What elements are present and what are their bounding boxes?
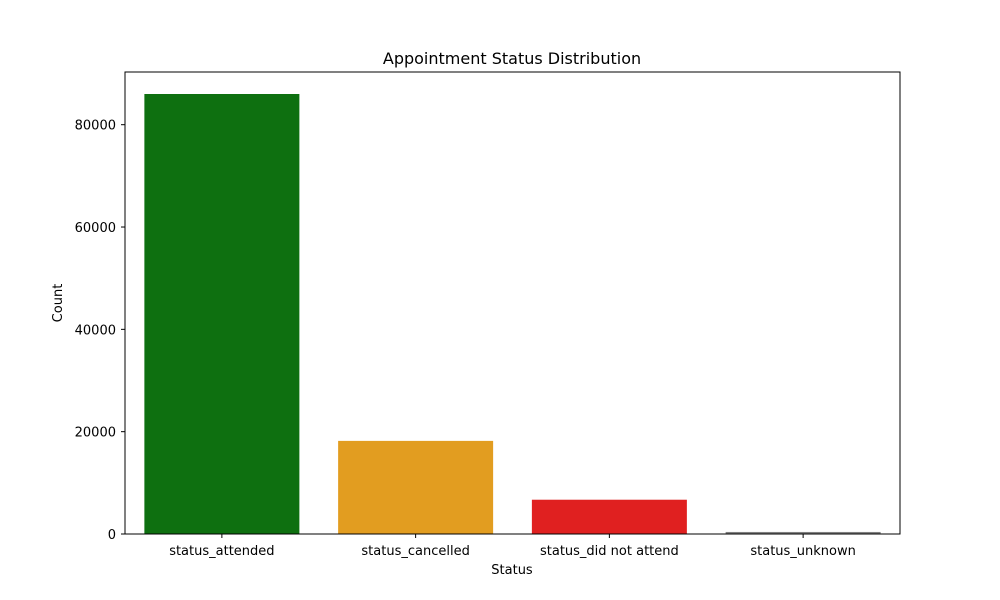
x-ticks-group: status_attended status_cancelled status_di… xyxy=(169,534,856,559)
y-tick-label: 60000 xyxy=(75,221,116,236)
bars-group xyxy=(144,94,881,534)
y-tick-label: 80000 xyxy=(75,119,116,134)
x-tick-label: status_did not attend xyxy=(540,544,679,559)
plot-frame xyxy=(124,71,901,535)
x-axis-label: Status xyxy=(491,563,533,578)
bar-status_did-not-attend xyxy=(531,499,687,534)
y-axis-label: Count xyxy=(51,284,66,323)
bar-status_unknown xyxy=(725,531,881,534)
x-tick-label: status_unknown xyxy=(750,544,856,559)
x-tick-label: status_cancelled xyxy=(361,544,469,559)
y-ticks-group: 0 20000 40000 60000 80000 xyxy=(75,119,125,543)
y-tick-label: 40000 xyxy=(75,323,116,338)
bar-status_cancelled xyxy=(338,440,494,534)
y-tick-label: 0 xyxy=(108,528,116,543)
y-tick-label: 20000 xyxy=(75,426,116,441)
chart-title: Appointment Status Distribution xyxy=(383,49,641,68)
x-tick-label: status_attended xyxy=(169,544,274,559)
bar-status_attended xyxy=(144,94,300,534)
